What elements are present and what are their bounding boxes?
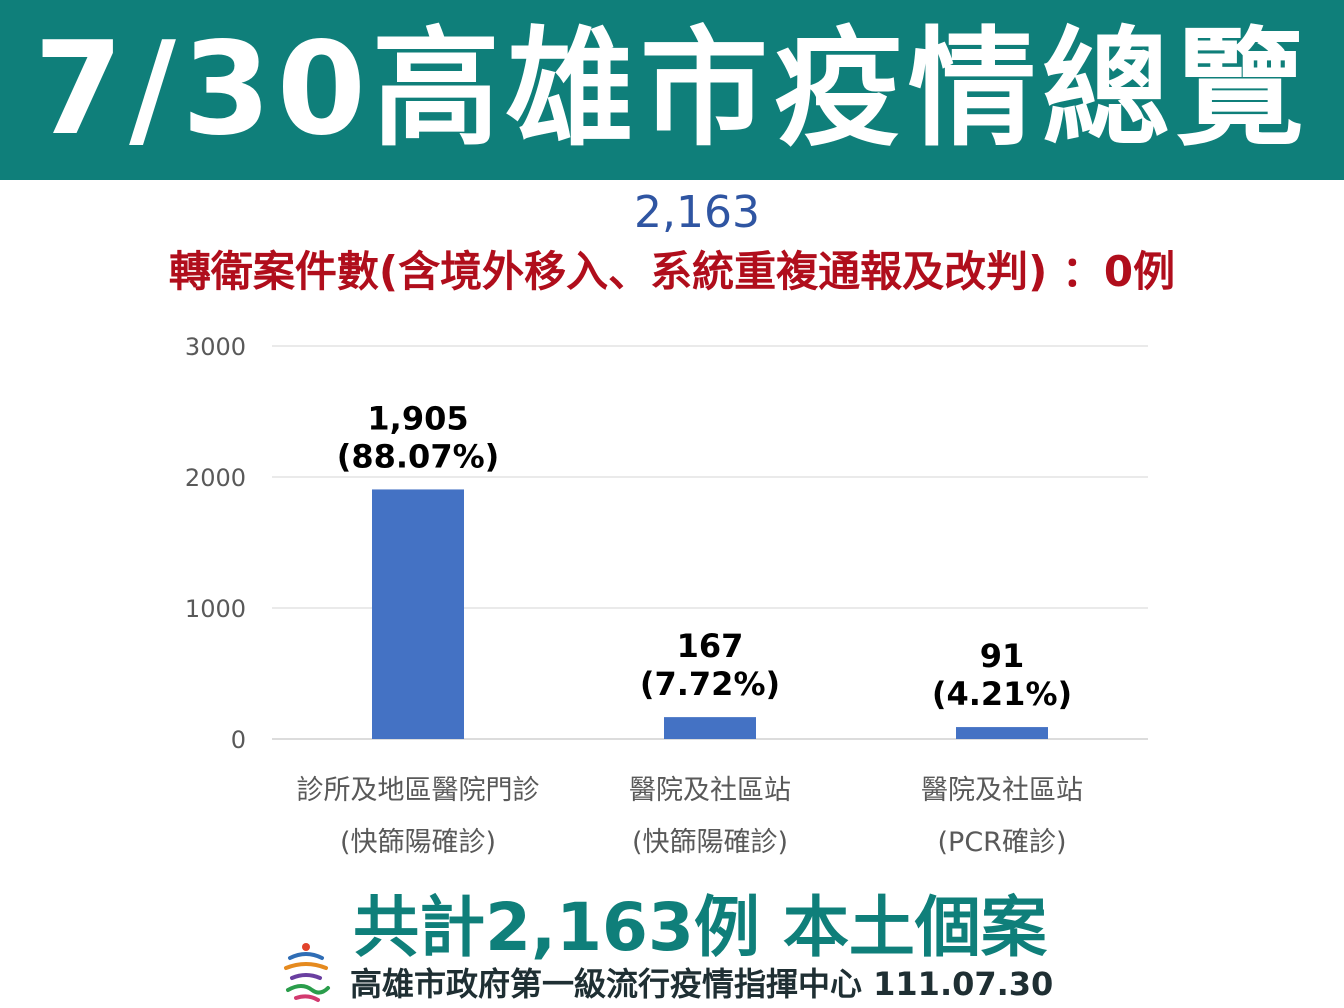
bar	[664, 717, 756, 739]
y-tick-label: 0	[231, 726, 246, 754]
issuing-organization: 高雄市政府第一級流行疫情指揮中心 111.07.30	[350, 965, 1054, 1003]
data-label: (4.21%)	[932, 675, 1072, 713]
bar	[372, 489, 464, 739]
bar	[956, 727, 1048, 739]
data-label: 167	[677, 627, 744, 665]
x-category-label: (PCR確診)	[938, 827, 1067, 858]
x-category-label: (快篩陽確診)	[632, 827, 788, 858]
data-label: (88.07%)	[337, 437, 500, 475]
x-category-label: (快篩陽確診)	[340, 827, 496, 858]
data-label: (7.72%)	[640, 665, 780, 703]
data-label: 91	[980, 637, 1025, 675]
y-tick-label: 2000	[185, 464, 246, 492]
subtotal-value: 2,163	[634, 187, 760, 238]
y-tick-label: 3000	[185, 333, 246, 361]
total-cases-summary: 共計2,163例 本土個案	[353, 889, 1047, 966]
cases-bar-chart: 0 1000 2000 3000 1,905(88.07%) 診所及地區醫院門診 (快篩陽確…	[185, 333, 1148, 858]
page-title: 7/30高雄市疫情總覽	[34, 15, 1310, 164]
kaohsiung-logo-icon	[284, 943, 330, 1002]
title-banner: 7/30高雄市疫情總覽	[0, 0, 1344, 180]
x-category-label: 診所及地區醫院門診	[297, 775, 540, 806]
data-label: 1,905	[367, 399, 468, 437]
x-category-label: 醫院及社區站	[921, 775, 1083, 806]
y-tick-label: 1000	[185, 595, 246, 623]
x-category-label: 醫院及社區站	[629, 775, 791, 806]
transfer-cases-note: 轉衛案件數(含境外移入、系統重複通報及改判) ：0例	[168, 247, 1176, 296]
